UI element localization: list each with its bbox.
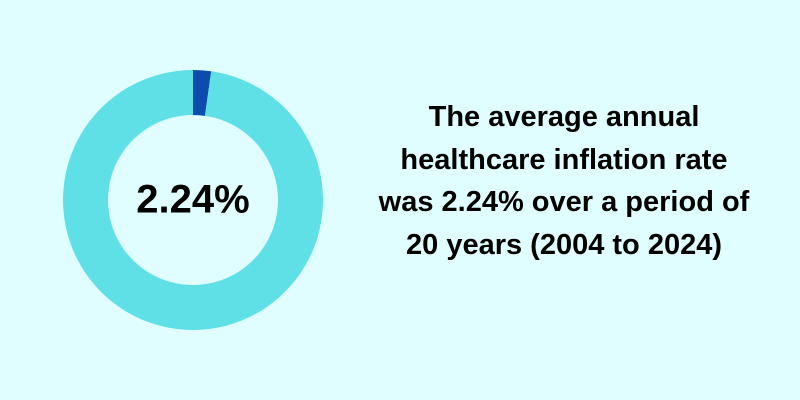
center-label: 2.24%: [136, 178, 249, 222]
chart: 2.24%: [63, 70, 324, 330]
donut-segment: [193, 70, 212, 116]
donut-segment: [63, 70, 324, 330]
annotation: The average annual healthcare inflation …: [378, 101, 750, 261]
